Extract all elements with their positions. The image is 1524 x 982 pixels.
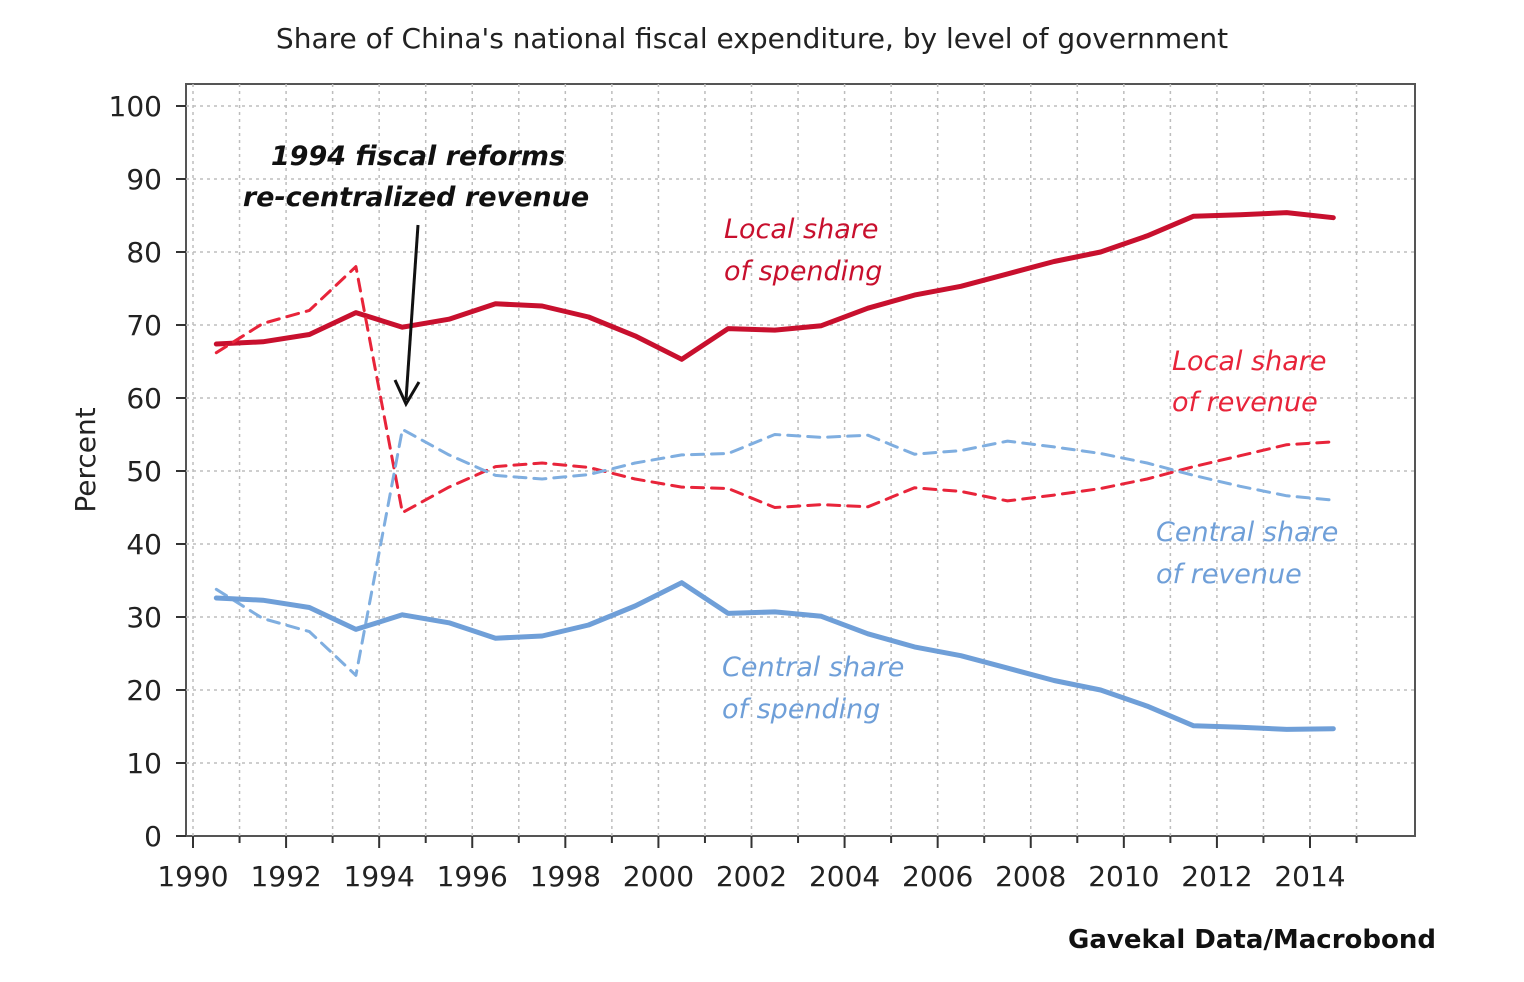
series-line-local-spending (213, 210, 1336, 362)
y-tick-label: 60 (126, 382, 162, 415)
y-axis-title: Percent (69, 407, 102, 512)
x-tick-label: 2006 (902, 860, 973, 893)
reform-annotation: 1994 fiscal reforms re-centralized reven… (243, 141, 589, 408)
y-tick-label: 100 (109, 90, 162, 123)
source-note: Gavekal Data/Macrobond (1068, 925, 1436, 955)
series-layer (213, 210, 1336, 732)
chart-title: Share of China's national fiscal expendi… (276, 22, 1228, 55)
y-tick-label: 10 (126, 747, 162, 780)
local-spending-label: Local share of spending (724, 214, 882, 287)
local-revenue-label-line1: Local share (1172, 346, 1326, 377)
x-axis: 1990 1992 1994 1996 1998 2000 2002 2004 2006 2008… (157, 836, 1358, 893)
reform-annotation-line2: re-centralized revenue (243, 182, 589, 213)
reform-arrow-shaft (404, 224, 420, 401)
y-tick-label: 30 (126, 601, 162, 634)
y-axis: 0 10 20 30 40 50 60 70 80 90 100 (109, 90, 186, 853)
series-line-local-revenue (214, 265, 1335, 515)
reform-annotation-line1: 1994 fiscal reforms (271, 141, 565, 172)
central-revenue-label: Central share of revenue (1156, 517, 1338, 590)
x-tick-label: 1996 (437, 860, 508, 893)
y-tick-label: 50 (126, 455, 162, 488)
x-tick-label: 2002 (716, 860, 787, 893)
central-spending-label: Central share of spending (722, 652, 904, 725)
y-tick-label: 70 (126, 309, 162, 342)
central-spending-label-line2: of spending (722, 694, 880, 725)
x-tick-label: 1990 (157, 860, 228, 893)
central-revenue-label-line1: Central share (1156, 517, 1338, 548)
plot-frame (185, 83, 1416, 837)
x-tick-label: 2012 (1181, 860, 1252, 893)
reform-arrow-head (393, 379, 421, 408)
y-tick-label: 0 (144, 820, 162, 853)
x-tick-label: 2010 (1088, 860, 1159, 893)
y-tick-label: 40 (126, 528, 162, 561)
central-revenue-label-line2: of revenue (1156, 559, 1302, 590)
x-tick-label: 2004 (809, 860, 880, 893)
x-tick-label: 1992 (250, 860, 321, 893)
series-line-central-spending (213, 580, 1336, 732)
local-revenue-label-line2: of revenue (1172, 387, 1318, 418)
y-tick-label: 20 (126, 674, 162, 707)
local-spending-label-line1: Local share (724, 214, 878, 245)
series-line-central-revenue (214, 427, 1335, 677)
local-revenue-label: Local share of revenue (1172, 346, 1326, 418)
x-tick-label: 2000 (623, 860, 694, 893)
x-tick-label: 2014 (1274, 860, 1345, 893)
y-tick-label: 80 (126, 236, 162, 269)
x-tick-label: 1998 (530, 860, 601, 893)
y-tick-label: 90 (126, 163, 162, 196)
x-tick-label: 2008 (995, 860, 1066, 893)
x-tick-label: 1994 (344, 860, 415, 893)
local-spending-label-line2: of spending (724, 256, 882, 287)
central-spending-label-line1: Central share (722, 652, 904, 683)
